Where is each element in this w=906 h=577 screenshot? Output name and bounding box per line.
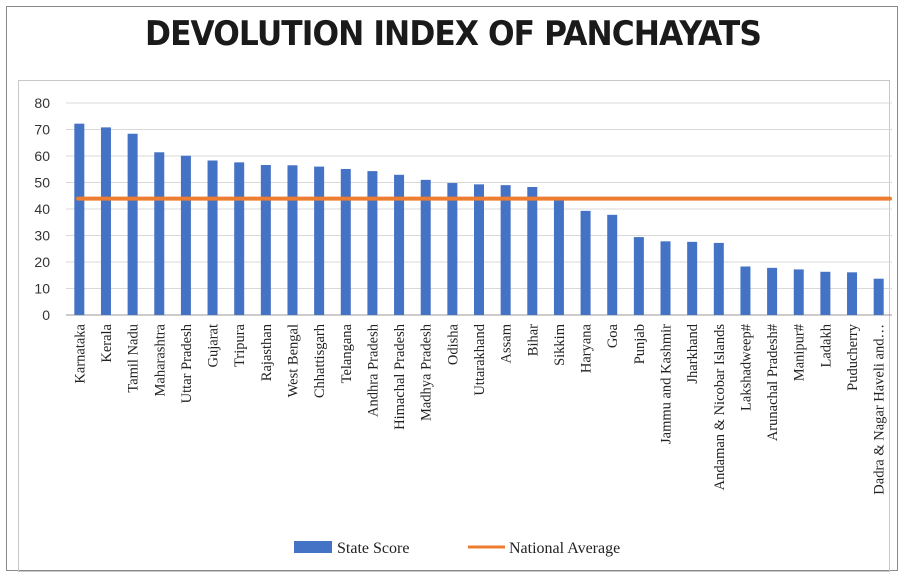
x-category-label: Punjab — [632, 324, 648, 364]
bar — [767, 267, 778, 315]
bar — [580, 210, 591, 315]
x-category-label: Manipur# — [792, 324, 808, 381]
y-tick-label: 50 — [34, 175, 50, 191]
x-axis-categories: Karnataka Kerala Tamil Nadu Maharashtra Utta… — [72, 323, 887, 494]
bar — [180, 155, 191, 315]
x-category-label: Haryana — [579, 323, 595, 373]
x-category-label: Assam — [499, 323, 515, 363]
y-tick-label: 70 — [34, 122, 50, 138]
legend-swatch-state-score — [294, 541, 332, 553]
bar — [500, 185, 511, 315]
bar — [314, 166, 325, 315]
bar — [207, 160, 218, 315]
bar — [127, 133, 138, 315]
x-category-label: West Bengal — [285, 324, 301, 397]
y-tick-label: 20 — [34, 254, 50, 270]
bar — [287, 165, 298, 315]
bar — [607, 214, 618, 315]
bars — [74, 123, 884, 315]
bar — [74, 123, 85, 315]
bar — [793, 269, 804, 315]
bar — [447, 183, 458, 315]
x-category-label: Jharkhand — [685, 323, 701, 383]
bar — [154, 152, 165, 315]
bar — [260, 165, 271, 315]
bar — [633, 237, 644, 315]
x-category-label: Uttar Pradesh — [179, 323, 195, 403]
y-tick-label: 80 — [34, 95, 50, 111]
bar — [527, 187, 538, 315]
bar — [234, 162, 245, 315]
bar — [873, 278, 884, 315]
x-category-label: Jammu and Kashmir — [659, 324, 675, 444]
x-category-label: Lakshadweep# — [738, 324, 754, 411]
x-category-label: Maharashtra — [152, 323, 168, 396]
x-category-label: Sikkim — [552, 323, 568, 366]
x-category-label: Tripura — [232, 323, 248, 367]
bar — [553, 200, 564, 315]
x-category-label: Madhya Pradesh — [419, 323, 435, 421]
bar — [394, 174, 405, 315]
x-category-label: Gujarat — [206, 324, 222, 367]
x-category-label: Puducherry — [845, 323, 861, 391]
y-tick-label: 0 — [42, 307, 50, 323]
x-category-label: Andaman & Nicobar Islands — [712, 324, 728, 491]
x-category-label: Bihar — [525, 324, 541, 356]
chart-title: DEVOLUTION INDEX OF PANCHAYATS — [145, 14, 762, 54]
x-category-label: Tamil Nadu — [126, 324, 142, 393]
bar — [367, 171, 378, 315]
x-category-label: Karnataka — [72, 323, 88, 383]
legend-label-state-score: State Score — [337, 540, 409, 557]
y-tick-label: 60 — [34, 148, 50, 164]
bar — [687, 241, 698, 315]
bar — [474, 184, 484, 315]
x-category-label: Arunachal Pradesh# — [765, 324, 781, 441]
bar — [420, 179, 431, 315]
x-category-label: Ladakh — [818, 323, 834, 367]
plot-area-border — [18, 80, 890, 572]
x-category-label: Dadra & Nagar Haveli and… — [872, 324, 888, 495]
bar — [740, 266, 751, 315]
x-category-label: Odisha — [445, 323, 461, 365]
y-tick-label: 30 — [34, 228, 50, 244]
bar — [820, 271, 831, 315]
x-category-label: Rajasthan — [259, 323, 275, 381]
bar — [340, 168, 351, 315]
y-tick-label: 40 — [34, 201, 50, 217]
x-category-label: Andhra Pradesh — [365, 323, 381, 417]
legend-label-national-average: National Average — [509, 540, 620, 557]
y-axis-ticks: 0 10 20 30 40 50 60 70 80 — [34, 95, 50, 323]
x-category-label: Himachal Pradesh — [392, 323, 408, 430]
y-tick-label: 10 — [34, 281, 50, 297]
x-category-label: Telangana — [339, 323, 355, 383]
x-category-label: Uttarakhand — [472, 323, 488, 395]
bar — [100, 127, 111, 315]
legend: State Score National Average — [294, 540, 620, 557]
bar — [713, 242, 724, 315]
bar — [847, 272, 858, 315]
x-category-label: Kerala — [99, 323, 115, 362]
bar — [660, 241, 671, 315]
x-category-label: Chhattisgarh — [312, 323, 328, 398]
x-category-label: Goa — [605, 323, 621, 348]
